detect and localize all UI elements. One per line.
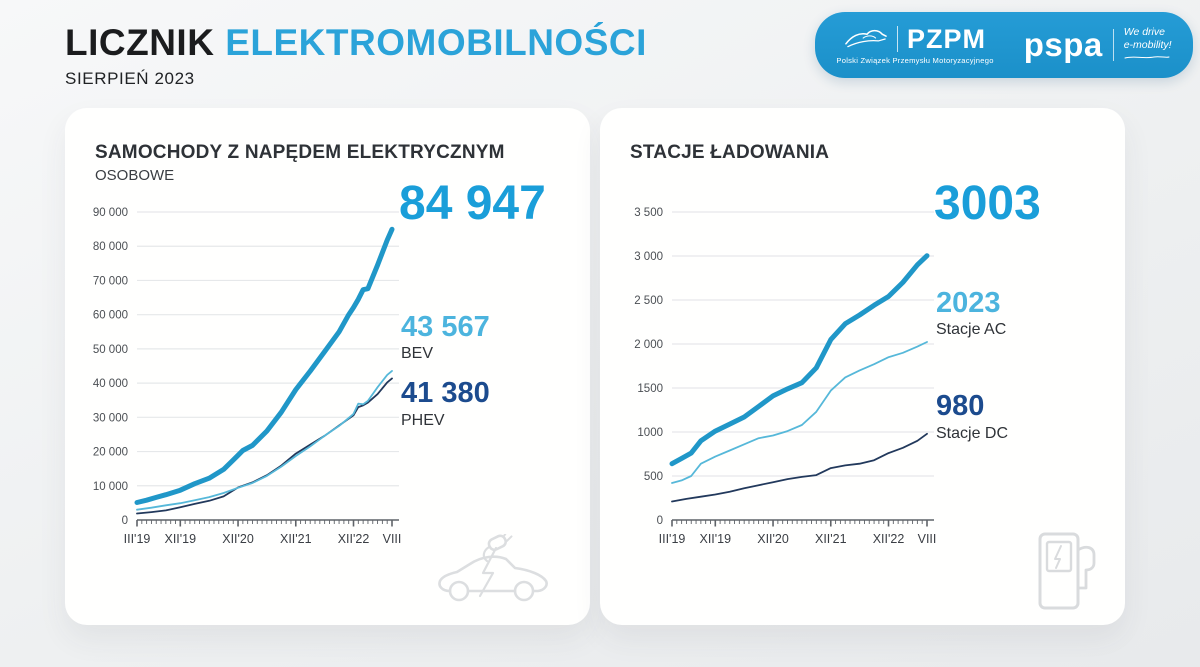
svg-text:XII'21: XII'21 — [280, 532, 312, 546]
page-title: LICZNIK ELEKTROMOBILNOŚCI — [65, 22, 647, 64]
stations-card-title: STACJE ŁADOWANIA — [630, 142, 830, 163]
svg-text:3 500: 3 500 — [634, 207, 663, 219]
pspa-tagline: We drive e-mobility! — [1124, 26, 1172, 64]
stat-dc: 980 Stacje DC — [936, 391, 1008, 442]
svg-text:III'19: III'19 — [124, 532, 151, 546]
phev-label: PHEV — [401, 411, 445, 429]
svg-text:2 500: 2 500 — [634, 295, 663, 307]
svg-text:30 000: 30 000 — [93, 412, 128, 424]
svg-text:VIII: VIII — [918, 532, 937, 546]
cars-line-chart: 90 000 80 000 70 000 60 000 50 000 40 000 30 0… — [93, 207, 402, 546]
card-electric-cars: SAMOCHODY Z NAPĘDEM ELEKTRYCZNYM OSOBOWE… — [65, 108, 590, 625]
pspa-tagline-line1: We drive — [1123, 26, 1165, 39]
pzpm-subtitle: Polski Związek Przemysłu Motoryzacyjnego — [836, 55, 994, 65]
cars-stats: 43 567 BEV 41 380 PHEV — [401, 312, 490, 445]
dc-label: Stacje DC — [936, 424, 1009, 442]
page-header: LICZNIK ELEKTROMOBILNOŚCI SIERPIEŃ 2023 — [65, 22, 647, 89]
cars-card-title: SAMOCHODY Z NAPĘDEM ELEKTRYCZNYM — [95, 142, 505, 163]
stations-stats: 2023 Stacje AC 980 Stacje DC — [936, 288, 1008, 495]
phev-value: 41 380 — [401, 377, 490, 410]
pzpm-logo: PZPM Polski Związek Przemysłu Motoryzacy… — [836, 23, 994, 65]
svg-text:1000: 1000 — [637, 427, 663, 439]
svg-text:70 000: 70 000 — [93, 275, 128, 287]
ac-value: 2023 — [936, 287, 1001, 319]
stat-ac: 2023 Stacje AC — [936, 288, 1008, 339]
cars-total-value: 84 947 — [399, 177, 546, 230]
svg-text:10 000: 10 000 — [93, 481, 128, 493]
svg-text:500: 500 — [644, 471, 663, 483]
svg-text:0: 0 — [657, 515, 663, 527]
page-title-black: LICZNIK — [65, 22, 215, 63]
pspa-divider — [1112, 29, 1114, 61]
svg-text:III'19: III'19 — [659, 532, 686, 546]
svg-text:VIII: VIII — [383, 532, 402, 546]
svg-text:90 000: 90 000 — [93, 207, 128, 219]
charging-station-icon — [1038, 532, 1096, 610]
card-charging-stations: STACJE ŁADOWANIA 3 500 3 000 2 500 2 000 150… — [600, 108, 1125, 625]
pzpm-divider — [897, 26, 899, 52]
tagline-underline-squiggle — [1124, 56, 1170, 59]
svg-text:XII'20: XII'20 — [222, 532, 254, 546]
svg-text:20 000: 20 000 — [93, 447, 128, 459]
dc-value: 980 — [936, 390, 985, 423]
stat-bev: 43 567 BEV — [401, 312, 490, 363]
svg-text:0: 0 — [122, 515, 128, 527]
cars-card-subtitle: OSOBOWE — [95, 167, 175, 184]
svg-text:1500: 1500 — [637, 383, 663, 395]
svg-text:2 000: 2 000 — [634, 339, 663, 351]
page-title-blue: ELEKTROMOBILNOŚCI — [225, 22, 647, 63]
svg-text:XII'19: XII'19 — [165, 532, 197, 546]
svg-text:50 000: 50 000 — [93, 344, 128, 356]
pzpm-car-icon — [845, 29, 887, 48]
svg-text:XII'21: XII'21 — [815, 532, 847, 546]
logo-bar: PZPM Polski Związek Przemysłu Motoryzacy… — [815, 12, 1193, 78]
svg-text:XII'19: XII'19 — [700, 532, 732, 546]
svg-text:40 000: 40 000 — [93, 378, 128, 390]
stations-line-chart: 3 500 3 000 2 500 2 000 1500 1000 500 0 III'19 XI… — [634, 207, 937, 546]
svg-text:XII'22: XII'22 — [873, 532, 905, 546]
ac-label: Stacje AC — [936, 321, 1007, 339]
svg-text:3 000: 3 000 — [634, 251, 663, 263]
svg-text:80 000: 80 000 — [93, 241, 128, 253]
pspa-logo: pspa We drive e-mobility! — [1024, 26, 1172, 64]
electric-car-icon — [438, 534, 548, 602]
pspa-name: pspa — [1023, 26, 1103, 64]
bev-value: 43 567 — [401, 311, 490, 343]
svg-text:XII'22: XII'22 — [338, 532, 370, 546]
pspa-tagline-line2: e-mobility! — [1123, 38, 1172, 51]
svg-text:60 000: 60 000 — [93, 310, 128, 322]
page-subtitle: SIERPIEŃ 2023 — [65, 69, 195, 88]
svg-text:XII'20: XII'20 — [757, 532, 789, 546]
stations-total-value: 3003 — [934, 177, 1041, 230]
stat-phev: 41 380 PHEV — [401, 378, 490, 429]
bev-label: BEV — [401, 345, 434, 363]
pzpm-name: PZPM — [907, 23, 987, 54]
